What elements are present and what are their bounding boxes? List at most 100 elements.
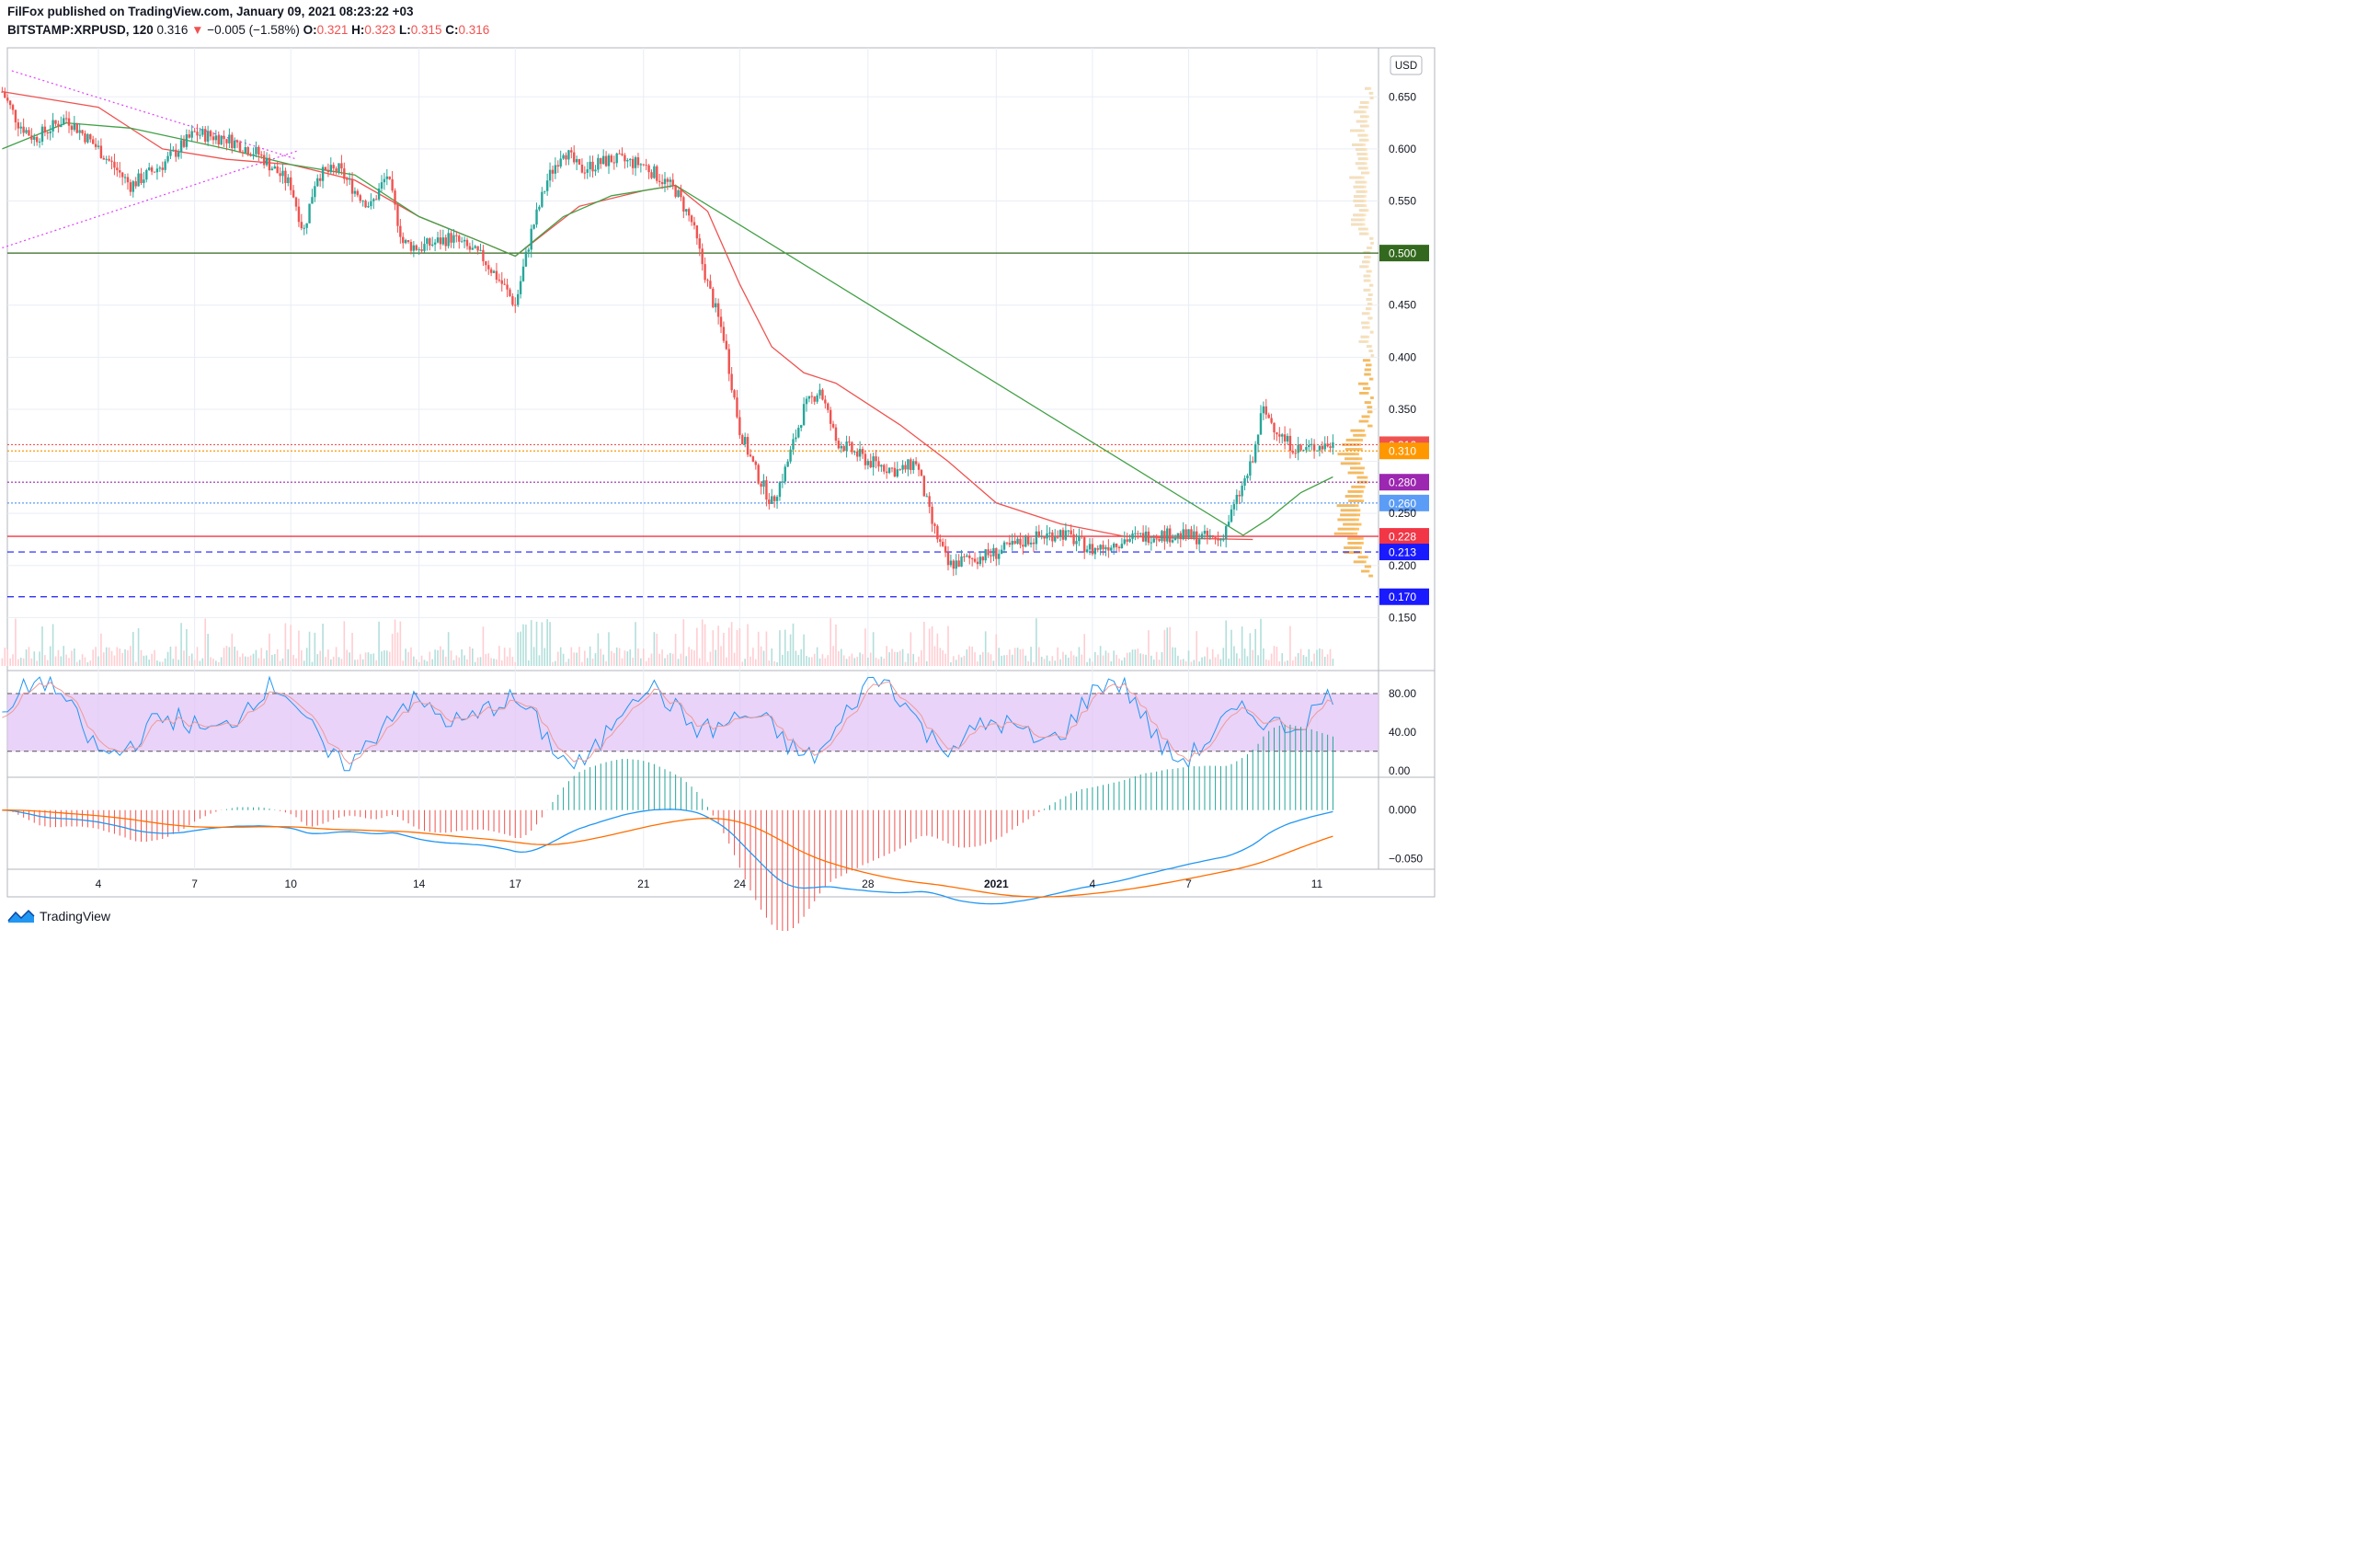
candle-body xyxy=(1222,539,1225,541)
profile-bar-down xyxy=(1360,115,1369,119)
volume-bar xyxy=(511,657,514,666)
profile-bar-down xyxy=(1337,453,1359,456)
volume-bar xyxy=(51,624,54,666)
volume-bar xyxy=(977,661,978,666)
candle-body xyxy=(978,556,982,565)
volume-bar xyxy=(779,630,781,666)
level-price-tag xyxy=(1379,245,1429,262)
volume-bar xyxy=(1323,657,1326,666)
volume-bar xyxy=(1062,651,1064,666)
volume-bar xyxy=(394,619,396,666)
volume-bar xyxy=(682,619,685,666)
volume-bar xyxy=(1142,654,1144,666)
volume-bar xyxy=(239,657,241,666)
volume-bar xyxy=(305,648,308,666)
volume-bar xyxy=(223,648,225,666)
volume-bar xyxy=(888,652,890,666)
candle-body xyxy=(709,281,712,289)
volume-bar xyxy=(429,651,431,666)
candle-body xyxy=(1267,414,1270,419)
candle-body xyxy=(447,233,450,247)
currency-button[interactable]: USD xyxy=(1390,55,1423,75)
volume-bar xyxy=(1096,655,1099,666)
candle-body xyxy=(1123,539,1126,545)
candle-body xyxy=(925,496,928,498)
volume-profile xyxy=(1333,86,1375,578)
candle-body xyxy=(1259,413,1263,435)
volume-bar xyxy=(426,660,429,666)
volume-bar xyxy=(701,619,704,666)
candle-body xyxy=(778,482,782,498)
candle-body xyxy=(81,130,84,134)
volume-bar xyxy=(1134,649,1137,666)
volume-bar xyxy=(463,655,465,666)
candle-body xyxy=(1286,435,1289,442)
candle-body xyxy=(84,133,86,143)
volume-bar xyxy=(74,648,75,666)
volume-bar xyxy=(9,658,11,666)
price-chart[interactable]: 80.00 40.00 0.00 0.000 −0.050 0.500 0.316 0.3… xyxy=(0,0,1442,931)
publisher-name: FilFox published on TradingView.com, Jan… xyxy=(7,5,414,18)
candle-body xyxy=(1208,534,1211,538)
volume-bar xyxy=(925,660,928,666)
candle-body xyxy=(1193,531,1196,538)
price-tick-label: 0.150 xyxy=(1389,611,1416,624)
candle-body xyxy=(485,261,487,266)
volume-bar xyxy=(450,650,452,666)
volume-bar xyxy=(1123,657,1126,666)
volume-bar xyxy=(493,659,495,666)
candle-body xyxy=(612,162,616,164)
profile-bar-down xyxy=(1367,303,1373,305)
volume-bar xyxy=(591,659,594,666)
profile-bar-down xyxy=(1356,189,1367,193)
profile-bar-down xyxy=(1347,536,1364,540)
profile-bar-down xyxy=(1358,106,1369,109)
profile-bar-down xyxy=(1355,180,1367,184)
volume-bar xyxy=(987,652,990,666)
candle-body xyxy=(158,167,162,169)
candle-body xyxy=(281,170,284,177)
volume-bar xyxy=(391,633,394,666)
candle-body xyxy=(63,118,65,125)
candle-body xyxy=(164,161,166,170)
volume-bar xyxy=(840,648,842,666)
volume-bar xyxy=(1249,633,1252,666)
time-tick-label: 14 xyxy=(413,878,426,890)
candle-body xyxy=(1152,538,1155,543)
candle-body xyxy=(1288,435,1292,452)
profile-bar-down xyxy=(1344,495,1363,498)
time-tick-label: 4 xyxy=(96,878,102,890)
candle-body xyxy=(1051,532,1054,542)
volume-bar xyxy=(755,659,757,666)
candle-body xyxy=(621,154,624,155)
candle-body xyxy=(503,283,506,285)
candle-body xyxy=(1176,533,1180,538)
volume-bar xyxy=(332,656,335,666)
candle-body xyxy=(452,235,455,243)
candle-body xyxy=(784,466,786,482)
volume-bar xyxy=(217,661,220,666)
candle-body xyxy=(479,249,482,251)
volume-bar xyxy=(653,632,656,666)
volume-bar xyxy=(992,660,995,666)
volume-bar xyxy=(180,623,182,666)
tradingview-brand[interactable]: TradingView xyxy=(7,909,110,924)
candle-body xyxy=(332,165,335,169)
volume-bar xyxy=(30,658,33,666)
candle-body xyxy=(396,204,399,226)
candle-body xyxy=(190,131,193,138)
candle-body xyxy=(1000,549,1003,555)
profile-bar-down xyxy=(1362,359,1371,362)
candle-body xyxy=(636,157,640,166)
volume-bar xyxy=(119,648,121,666)
volume-bar xyxy=(1214,657,1217,666)
volume-bar xyxy=(904,661,907,666)
volume-bar xyxy=(1094,651,1096,666)
candle-body xyxy=(214,135,218,141)
volume-bar xyxy=(1204,656,1206,666)
volume-bar xyxy=(1276,647,1278,666)
volume-bar xyxy=(287,648,290,666)
profile-bar-down xyxy=(1361,321,1370,325)
stoch-tick-label: 80.00 xyxy=(1389,687,1416,700)
volume-bar xyxy=(303,660,305,666)
